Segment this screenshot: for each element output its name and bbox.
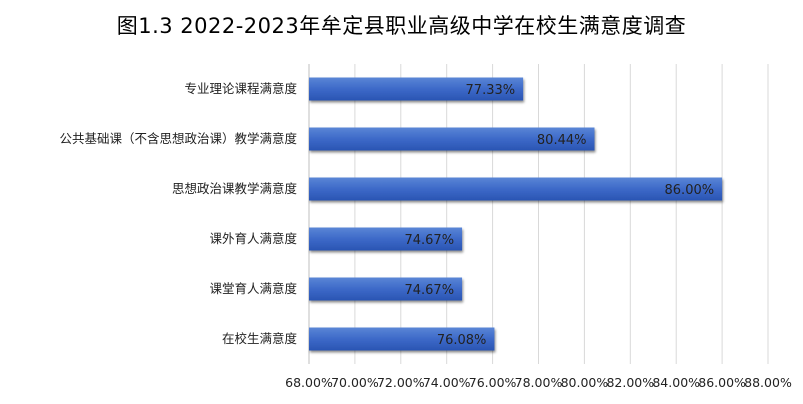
bar bbox=[309, 77, 524, 101]
data-label: 74.67% bbox=[404, 233, 454, 248]
x-tick-label: 82.00% bbox=[606, 375, 654, 390]
x-tick-label: 80.00% bbox=[561, 375, 609, 390]
bar bbox=[309, 227, 463, 251]
category-label: 课外育人满意度 bbox=[209, 231, 297, 246]
bar bbox=[309, 277, 463, 301]
x-tick-label: 74.00% bbox=[423, 375, 471, 390]
x-tick-label: 76.00% bbox=[469, 375, 517, 390]
chart-title: 图1.3 2022-2023年牟定县职业高级中学在校生满意度调查 bbox=[116, 14, 687, 38]
data-label: 74.67% bbox=[404, 283, 454, 298]
category-label: 在校生满意度 bbox=[222, 331, 298, 346]
category-label: 课堂育人满意度 bbox=[209, 281, 297, 296]
category-label: 专业理论课程满意度 bbox=[184, 81, 297, 96]
bar bbox=[309, 327, 495, 351]
category-label: 公共基础课（不含思想政治课）教学满意度 bbox=[59, 131, 297, 146]
x-tick-label: 68.00% bbox=[285, 375, 333, 390]
x-tick-label: 86.00% bbox=[698, 375, 746, 390]
x-tick-label: 78.00% bbox=[515, 375, 563, 390]
data-label: 80.44% bbox=[537, 133, 587, 148]
x-tick-label: 72.00% bbox=[377, 375, 425, 390]
category-label: 思想政治课教学满意度 bbox=[172, 181, 298, 196]
x-tick-label: 70.00% bbox=[331, 375, 379, 390]
x-tick-label: 88.00% bbox=[744, 375, 792, 390]
bar bbox=[309, 127, 595, 151]
x-tick-label: 84.00% bbox=[652, 375, 700, 390]
bar bbox=[309, 177, 723, 201]
data-label: 76.08% bbox=[437, 333, 487, 348]
data-label: 86.00% bbox=[665, 183, 715, 198]
data-label: 77.33% bbox=[466, 83, 516, 98]
